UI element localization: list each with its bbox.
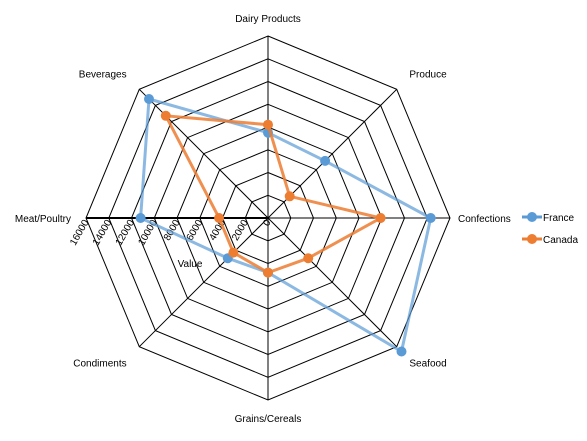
grid-spoke (138, 88, 269, 219)
legend-item-france: France (522, 212, 575, 224)
category-label: Produce (409, 70, 447, 81)
legend-label: France (543, 213, 575, 224)
legend-marker (527, 212, 537, 222)
grid-layer (85, 35, 451, 401)
data-point-canada (375, 213, 386, 223)
grid-spoke (138, 217, 269, 348)
category-label: Grains/Cereals (235, 414, 302, 425)
series-line-canada (163, 114, 385, 275)
grid-spoke (267, 217, 398, 348)
data-point-france (396, 346, 407, 357)
data-point-canada (228, 247, 239, 258)
tick-label: 2000 (230, 218, 251, 243)
tick-label: 12000 (114, 218, 138, 248)
legend-marker (527, 234, 537, 244)
data-point-canada (263, 267, 273, 278)
legend-item-canada: Canada (522, 234, 578, 246)
category-label: Confections (458, 214, 511, 225)
category-label: Beverages (79, 70, 127, 81)
data-point-france (144, 94, 154, 104)
legend: France Canada (522, 212, 578, 246)
data-point-canada (263, 119, 273, 130)
series-layer (135, 94, 436, 357)
category-label: Condiments (73, 358, 126, 369)
data-point-canada (284, 191, 295, 202)
tick-label: 14000 (91, 218, 115, 248)
data-point-france (135, 213, 146, 223)
data-point-canada (160, 110, 171, 121)
category-label: Seafood (409, 358, 446, 369)
data-point-canada (214, 213, 225, 223)
category-label-layer: Dairy Products Produce Confections Seafood G… (15, 14, 511, 425)
tick-label: 0 (261, 218, 274, 229)
data-point-canada (303, 253, 314, 264)
data-point-france (320, 155, 331, 166)
axis-title: Value (178, 259, 203, 270)
category-label: Dairy Products (235, 14, 301, 25)
category-label: Meat/Poultry (15, 214, 71, 225)
legend-label: Canada (543, 235, 578, 246)
data-point-france (425, 213, 436, 223)
tick-label: 16000 (68, 218, 92, 248)
